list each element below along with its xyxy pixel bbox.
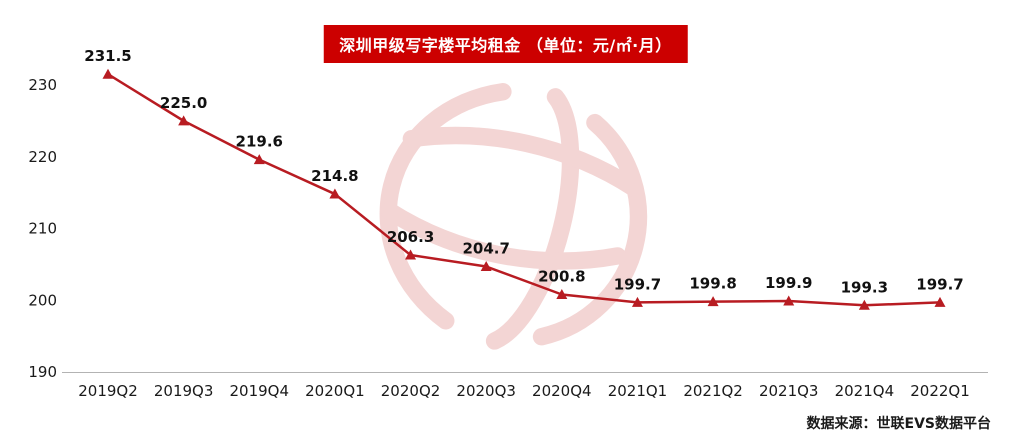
data-point-label: 225.0 xyxy=(160,94,207,112)
x-axis-tick-label: 2020Q1 xyxy=(305,382,365,400)
data-point-marker xyxy=(707,296,719,307)
data-point-label: 199.9 xyxy=(765,274,812,292)
x-axis-tick-label: 2020Q2 xyxy=(381,382,441,400)
y-axis-tick-label: 200 xyxy=(28,291,57,309)
data-point-marker xyxy=(329,188,341,199)
data-point-label: 199.8 xyxy=(689,275,736,293)
x-axis-tick-label: 2021Q3 xyxy=(759,382,819,400)
x-axis-tick-label: 2021Q2 xyxy=(683,382,743,400)
x-axis-tick-label: 2019Q2 xyxy=(78,382,138,400)
chart-title-text: 深圳甲级写字楼平均租金 （单位：元/㎡·月） xyxy=(339,36,672,55)
data-point-marker xyxy=(405,249,417,260)
chart-title-badge: 深圳甲级写字楼平均租金 （单位：元/㎡·月） xyxy=(323,25,688,63)
data-point-marker xyxy=(783,295,795,306)
x-axis-tick-label: 2021Q4 xyxy=(835,382,895,400)
data-point-label: 231.5 xyxy=(84,47,131,65)
data-point-label: 199.7 xyxy=(614,275,661,293)
data-point-marker xyxy=(556,289,568,300)
data-point-label: 219.6 xyxy=(236,133,283,151)
x-axis-tick-label: 2019Q4 xyxy=(230,382,290,400)
x-axis-tick-label: 2020Q4 xyxy=(532,382,592,400)
y-axis-tick-label: 230 xyxy=(28,76,57,94)
x-axis-tick-label: 2020Q3 xyxy=(456,382,516,400)
data-point-marker xyxy=(934,296,946,307)
y-axis-tick-label: 220 xyxy=(28,148,57,166)
x-axis-tick-label: 2022Q1 xyxy=(910,382,970,400)
data-point-marker xyxy=(631,296,643,307)
data-point-marker xyxy=(178,115,190,126)
data-point-label: 199.3 xyxy=(841,278,888,296)
data-point-marker xyxy=(102,68,114,79)
data-point-label: 204.7 xyxy=(462,240,509,258)
data-point-label: 214.8 xyxy=(311,167,358,185)
data-point-marker xyxy=(858,299,870,310)
data-point-label: 199.7 xyxy=(916,275,963,293)
data-point-label: 206.3 xyxy=(387,228,434,246)
x-axis-tick-label: 2021Q1 xyxy=(608,382,668,400)
data-point-marker xyxy=(253,154,265,165)
source-caption: 数据来源：世联EVS数据平台 xyxy=(806,416,991,432)
data-point-label: 200.8 xyxy=(538,268,585,286)
data-point-marker xyxy=(480,261,492,272)
rent-line xyxy=(107,73,941,307)
y-axis-tick-label: 210 xyxy=(28,220,57,238)
y-axis-tick-label: 190 xyxy=(28,363,57,381)
x-axis-tick-label: 2019Q3 xyxy=(154,382,214,400)
